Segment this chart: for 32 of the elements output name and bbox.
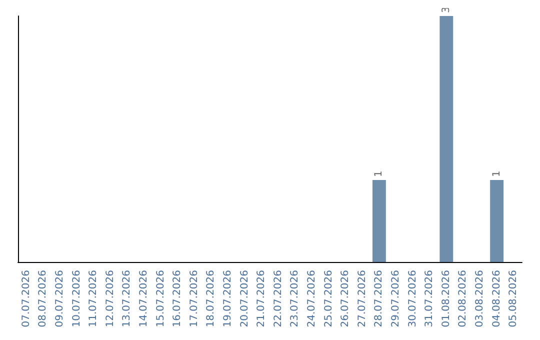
x-tick-label: 10.07.2026 — [71, 270, 82, 328]
x-tick-label: 17.07.2026 — [188, 270, 200, 328]
x-tick-label: 07.07.2026 — [20, 270, 32, 328]
x-tick-label: 04.08.2026 — [491, 270, 502, 328]
x-tick-label: 20.07.2026 — [239, 270, 250, 328]
x-tick-label: 25.07.2026 — [323, 270, 334, 328]
x-tick-label: 27.07.2026 — [356, 270, 368, 328]
x-tick-label: 08.07.2026 — [38, 270, 49, 328]
x-tick-label: 19.07.2026 — [222, 270, 234, 328]
x-tick-label: 28.07.2026 — [374, 270, 385, 328]
x-tick-label: 14.07.2026 — [138, 270, 150, 328]
x-tick-label: 21.07.2026 — [256, 270, 268, 328]
x-tick-label: 22.07.2026 — [272, 270, 284, 328]
x-tick-label: 11.07.2026 — [88, 270, 100, 328]
x-tick-label: 23.07.2026 — [290, 270, 301, 328]
x-tick-label: 12.07.2026 — [104, 270, 116, 328]
x-tick-label: 30.07.2026 — [407, 270, 418, 328]
x-tick-label: 18.07.2026 — [206, 270, 217, 328]
x-tick-label: 09.07.2026 — [54, 270, 66, 328]
x-tick-label: 15.07.2026 — [155, 270, 166, 328]
data-label: 1 — [374, 170, 385, 177]
x-tick-label: 24.07.2026 — [306, 270, 318, 328]
x-tick-label: 05.08.2026 — [508, 270, 520, 328]
x-tick-label: 26.07.2026 — [340, 270, 352, 328]
x-tick-label: 02.08.2026 — [458, 270, 469, 328]
data-label: 1 — [491, 170, 502, 177]
x-tick-label: 29.07.2026 — [390, 270, 402, 328]
x-tick-label: 31.07.2026 — [424, 270, 436, 328]
x-tick-label: 01.08.2026 — [440, 270, 452, 328]
x-tick-label: 16.07.2026 — [172, 270, 184, 328]
x-tick-label: 03.08.2026 — [474, 270, 486, 328]
x-tick-label: 13.07.2026 — [122, 270, 133, 328]
